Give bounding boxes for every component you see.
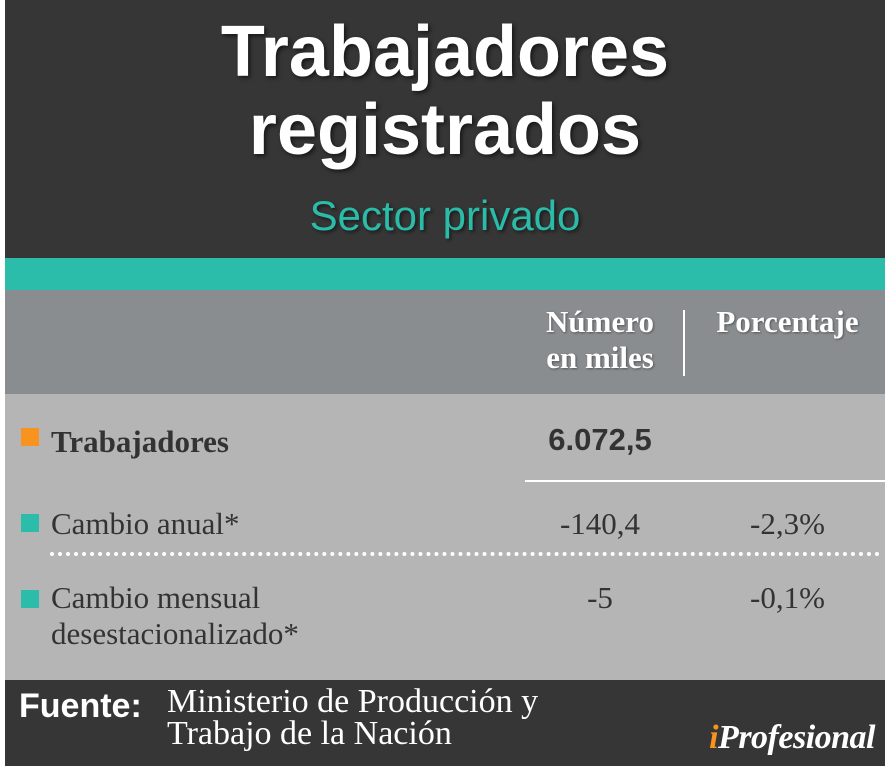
brand-logo: iProfesional <box>709 718 875 758</box>
column-header-number-line1: Número <box>546 304 654 339</box>
row-label-cambio-mensual-line1: Cambio mensual <box>51 580 261 615</box>
brand-logo-i: i <box>709 719 719 756</box>
row-number-cambio-mensual: -5 <box>587 580 613 615</box>
row-percent-cambio-anual: -2,3% <box>750 506 825 541</box>
teal-square-icon <box>21 590 39 608</box>
title-line-1: Trabajadores <box>220 12 670 92</box>
brand-logo-text: Profesional <box>718 719 875 756</box>
subtitle: Sector privado <box>309 192 581 239</box>
column-header-percent: Porcentaje <box>716 304 859 339</box>
header-panel: Trabajadores registrados Sector privado <box>5 0 885 258</box>
row-label-cambio-mensual-line2: desestacionalizado* <box>51 616 299 651</box>
column-header-row: Número en miles Porcentaje <box>5 290 885 394</box>
row-number-cambio-anual: -140,4 <box>559 506 641 541</box>
title-line-2: registrados <box>248 90 642 170</box>
source-line-1: Ministerio de Producción y <box>167 683 539 720</box>
column-header-number-line2: en miles <box>546 340 654 375</box>
source-line-2: Trabajo de la Nación <box>167 715 452 752</box>
data-table: Trabajadores 6.072,5 Cambio anual* -140,… <box>5 394 885 680</box>
row-separator <box>525 480 885 482</box>
teal-square-icon <box>21 514 39 532</box>
row-value-trabajadores: 6.072,5 <box>548 422 652 457</box>
accent-bar <box>5 258 885 290</box>
footer-panel: Fuente: Ministerio de Producción y Traba… <box>5 680 885 766</box>
column-divider <box>683 310 685 376</box>
orange-square-icon <box>21 428 39 446</box>
row-label-cambio-mensual: Cambio mensual desestacionalizado* <box>51 580 299 652</box>
row-label-trabajadores: Trabajadores <box>51 424 229 459</box>
column-header-number: Número en miles <box>515 304 685 376</box>
source-text: Ministerio de Producción y Trabajo de la… <box>167 683 647 752</box>
row-label-cambio-anual: Cambio anual* <box>51 506 240 541</box>
source-label: Fuente: <box>19 687 142 725</box>
dotted-separator <box>50 552 880 556</box>
row-percent-cambio-mensual: -0,1% <box>750 580 825 615</box>
